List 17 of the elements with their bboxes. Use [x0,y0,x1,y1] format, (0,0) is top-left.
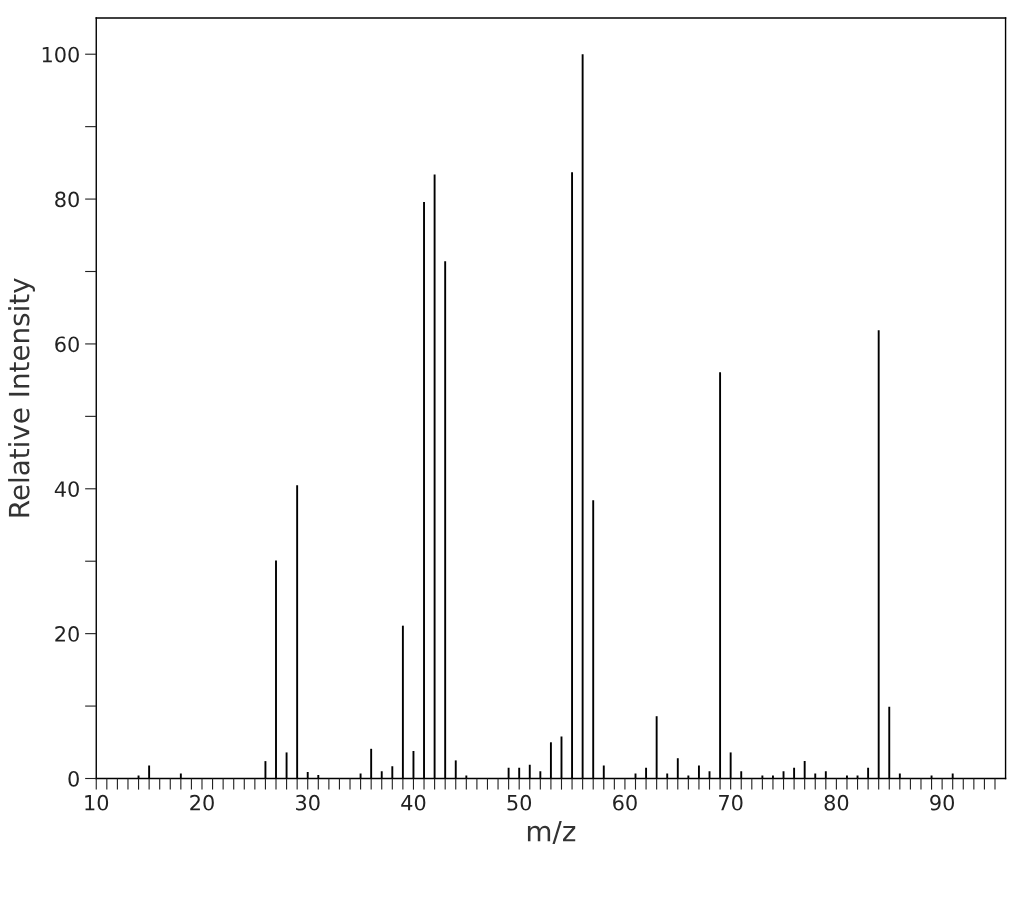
x-tick-label: 20 [190,794,214,811]
x-tick-label: 90 [930,794,954,811]
y-tick-label: 0 [68,770,79,787]
y-tick-label: 80 [55,191,79,208]
x-tick-label: 80 [824,794,849,811]
y-tick-label: 40 [54,481,79,497]
x-tick-label: 50 [507,794,532,811]
x-tick-label: 60 [613,794,637,811]
x-tick-label: 30 [296,794,320,811]
x-tick-label: 70 [719,794,743,811]
y-tick-label: 100 [42,46,79,63]
x-tick-label: 10 [85,794,109,811]
x-axis-title: m/z [527,821,576,844]
y-axis-title: Relative Intensity [8,278,35,517]
y-tick-label: 20 [55,626,79,642]
x-tick-label: 40 [401,794,426,811]
y-tick-label: 60 [55,336,79,353]
